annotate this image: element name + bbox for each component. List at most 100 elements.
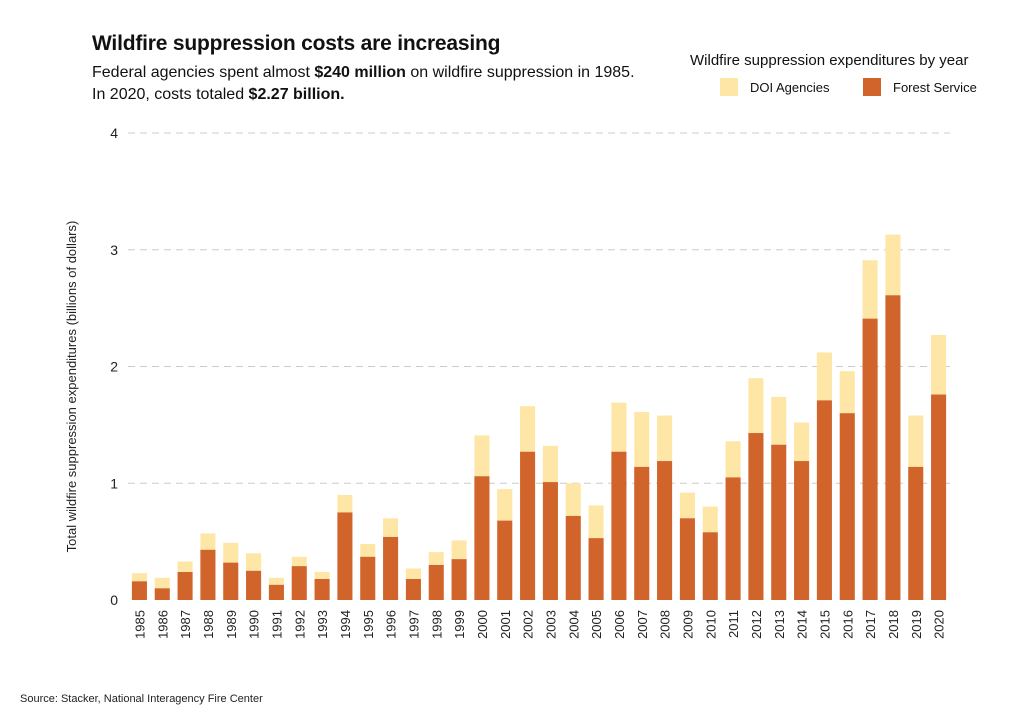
bar-doi-2019 xyxy=(908,415,924,467)
bar-forest-service-2009 xyxy=(679,518,695,600)
y-tick-label-0: 0 xyxy=(110,592,118,608)
x-tick-label-2003: 2003 xyxy=(543,610,558,639)
bar-forest-service-1993 xyxy=(314,578,330,600)
bar-doi-1988 xyxy=(200,533,216,550)
x-tick-label-1985: 1985 xyxy=(132,610,147,639)
subtitle-text-1: Federal agencies spent almost xyxy=(92,64,315,81)
x-tick-label-2014: 2014 xyxy=(795,610,810,639)
bar-forest-service-1985 xyxy=(131,581,147,600)
bar-doi-1991 xyxy=(268,577,284,585)
x-tick-label-2011: 2011 xyxy=(726,610,741,638)
bar-forest-service-2003 xyxy=(542,482,558,600)
x-tick-label-1995: 1995 xyxy=(361,610,376,639)
x-tick-label-1988: 1988 xyxy=(201,610,216,639)
subtitle-highlight-2020: $2.27 billion. xyxy=(248,86,345,103)
x-tick-label-2000: 2000 xyxy=(475,610,490,639)
x-tick-label-2020: 2020 xyxy=(932,610,947,639)
legend-title: Wildfire suppression expenditures by yea… xyxy=(690,52,969,69)
x-tick-label-2010: 2010 xyxy=(703,610,718,639)
bar-forest-service-2002 xyxy=(520,451,536,600)
bar-doi-2000 xyxy=(474,435,490,477)
x-tick-label-2018: 2018 xyxy=(886,610,901,639)
bar-doi-2007 xyxy=(634,412,650,467)
bar-forest-service-2008 xyxy=(657,461,673,600)
legend-item-doi: DOI Agencies xyxy=(720,78,830,96)
x-tick-label-2004: 2004 xyxy=(566,610,581,639)
bar-forest-service-1989 xyxy=(223,562,239,600)
bar-doi-2015 xyxy=(816,352,832,401)
bar-doi-2010 xyxy=(702,506,718,533)
bar-forest-service-1986 xyxy=(154,588,170,600)
bar-doi-1998 xyxy=(428,552,444,565)
x-tick-label-2007: 2007 xyxy=(635,610,650,639)
x-tick-label-1994: 1994 xyxy=(338,610,353,639)
bar-doi-1994 xyxy=(337,494,353,513)
bar-doi-1986 xyxy=(154,577,170,589)
bar-forest-service-2014 xyxy=(794,461,810,600)
x-tick-label-2019: 2019 xyxy=(909,610,924,639)
bar-doi-2006 xyxy=(611,402,627,452)
bar-forest-service-1990 xyxy=(246,570,262,600)
bar-doi-2016 xyxy=(839,371,855,414)
x-tick-label-2017: 2017 xyxy=(863,610,878,639)
x-tick-label-2009: 2009 xyxy=(680,610,695,639)
x-tick-label-1999: 1999 xyxy=(452,610,467,639)
x-tick-label-1992: 1992 xyxy=(292,610,307,639)
x-tick-label-2016: 2016 xyxy=(840,610,855,639)
bar-forest-service-1996 xyxy=(383,536,399,600)
bar-doi-2014 xyxy=(794,422,810,462)
bar-doi-1989 xyxy=(223,542,239,563)
bar-forest-service-2004 xyxy=(565,515,581,600)
x-tick-label-2005: 2005 xyxy=(589,610,604,639)
x-tick-label-2015: 2015 xyxy=(817,610,832,639)
x-tick-label-1986: 1986 xyxy=(155,610,170,639)
bar-forest-service-2016 xyxy=(839,413,855,600)
bar-forest-service-2013 xyxy=(771,444,787,600)
x-tick-label-1991: 1991 xyxy=(269,610,284,639)
bar-forest-service-2012 xyxy=(748,433,764,600)
bar-doi-1999 xyxy=(451,540,467,560)
chart-subtitle: Federal agencies spent almost $240 milli… xyxy=(92,62,652,106)
bar-forest-service-2019 xyxy=(908,466,924,600)
bar-forest-service-2020 xyxy=(931,394,947,600)
x-tick-label-1987: 1987 xyxy=(178,610,193,639)
bar-forest-service-2001 xyxy=(497,520,513,600)
legend-swatch-doi xyxy=(720,78,738,96)
bar-doi-1997 xyxy=(405,568,421,579)
x-tick-label-2006: 2006 xyxy=(612,610,627,639)
bar-forest-service-1991 xyxy=(268,584,284,600)
bar-forest-service-2018 xyxy=(885,295,901,600)
x-tick-label-1990: 1990 xyxy=(247,610,262,639)
bar-forest-service-1987 xyxy=(177,571,193,600)
bar-doi-1996 xyxy=(383,518,399,537)
bar-forest-service-1992 xyxy=(291,566,307,600)
legend-label-doi: DOI Agencies xyxy=(750,79,830,95)
bar-forest-service-2000 xyxy=(474,476,490,600)
subtitle-text-2: on wildfire suppression in 1985. In 2020… xyxy=(92,64,635,103)
bar-forest-service-2006 xyxy=(611,451,627,600)
bar-doi-2013 xyxy=(771,396,787,445)
x-tick-label-2013: 2013 xyxy=(772,610,787,639)
bar-doi-2018 xyxy=(885,234,901,296)
bar-forest-service-1998 xyxy=(428,564,444,600)
bar-doi-2005 xyxy=(588,505,604,539)
bar-forest-service-1999 xyxy=(451,559,467,600)
stacked-bar-chart: 0 1 2 3 4 Total wildfire suppression expendit… xyxy=(64,125,950,639)
bar-forest-service-1995 xyxy=(360,556,376,600)
bar-forest-service-2015 xyxy=(816,400,832,600)
source-note: Source: Stacker, National Interagency Fi… xyxy=(20,693,263,705)
legend-label-forest-service: Forest Service xyxy=(893,79,977,95)
bar-doi-2008 xyxy=(657,415,673,462)
bar-doi-2003 xyxy=(542,445,558,483)
bar-doi-2017 xyxy=(862,260,878,319)
bar-forest-service-2010 xyxy=(702,532,718,600)
bar-forest-service-2007 xyxy=(634,466,650,600)
bar-forest-service-2011 xyxy=(725,477,741,600)
bar-doi-1992 xyxy=(291,556,307,567)
bar-doi-2002 xyxy=(520,406,536,452)
y-tick-label-3: 3 xyxy=(110,242,118,258)
y-axis-label: Total wildfire suppression expenditures … xyxy=(64,221,79,553)
chart-title: Wildfire suppression costs are increasin… xyxy=(92,32,501,55)
y-tick-label-1: 1 xyxy=(110,475,118,491)
bar-forest-service-1988 xyxy=(200,549,216,600)
